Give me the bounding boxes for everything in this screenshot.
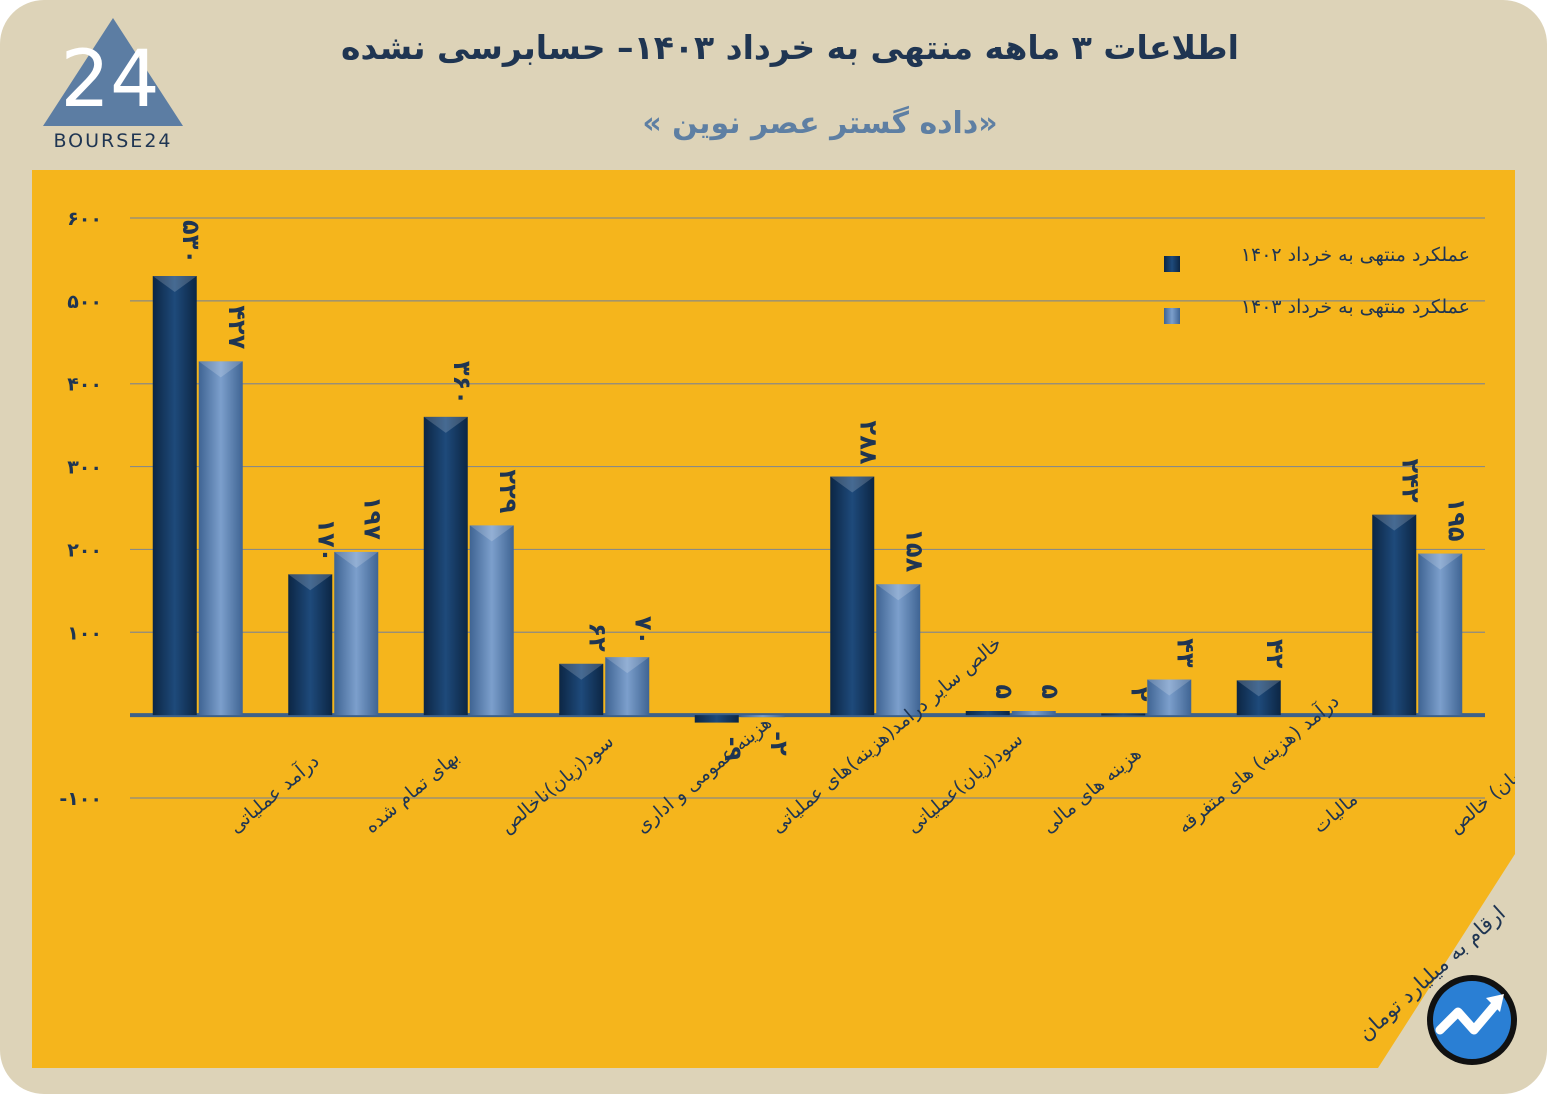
bar-1403: [605, 657, 650, 716]
y-tick-label: ۴۰۰: [67, 374, 102, 396]
bar-1403: [1418, 553, 1463, 716]
y-tick-label: ۳۰۰: [67, 457, 102, 479]
bar-cap: [469, 525, 514, 542]
bar-1403: [1147, 679, 1192, 716]
data-label: ۳۶۰: [448, 361, 476, 405]
legend-label-1403: عملکرد منتهی به خرداد ۱۴۰۳: [1240, 296, 1470, 318]
legend-swatch-1403: [1164, 308, 1180, 324]
data-label: ۷۰: [629, 616, 657, 645]
bar-cap: [423, 416, 468, 433]
data-label: -۹: [719, 737, 747, 762]
legend-item-1403: عملکرد منتهی به خرداد ۱۴۰۳: [1160, 294, 1470, 346]
bar-1403: [1011, 711, 1056, 716]
bar-1402: [694, 715, 739, 723]
bar-1402: [152, 276, 197, 716]
bar-1402: [1101, 713, 1146, 716]
y-tick-label: ۵۰۰: [67, 291, 102, 313]
bar-cap: [334, 551, 379, 568]
bar-1402: [288, 574, 333, 716]
data-label: ۲۴۲: [1396, 459, 1424, 503]
bar-1402: [559, 663, 604, 716]
bourse24-logo: 24: [43, 18, 183, 126]
y-tick-label: ۱۰۰: [67, 622, 102, 644]
bar-1403: [740, 715, 785, 718]
bar-cap: [152, 276, 197, 292]
panel-background: [32, 170, 1515, 1068]
legend-item-1402: عملکرد منتهی به خرداد ۱۴۰۲: [1160, 242, 1470, 294]
bar-1403: [469, 525, 514, 716]
logo-mark: 24: [60, 35, 159, 125]
data-label: ۱۷۰: [312, 518, 340, 562]
data-label: ۱۹۷: [358, 496, 386, 540]
bar-cap: [288, 574, 333, 591]
chart-panel: -۱۰۰ ۱۰۰ ۲۰۰ ۳۰۰ ۴۰۰ ۵۰۰ ۶۰۰ ۵۳۰ ۱۷۰ ۳۶۰ ۶۲ -۹ ۲۸۸ ۵…: [32, 170, 1515, 1068]
data-label: ۵۳۰: [177, 220, 205, 264]
bar-1402: [1372, 514, 1417, 716]
trend-arrow-icon: [1427, 975, 1517, 1065]
logo-text: BOURSE24: [53, 130, 173, 152]
data-label: ۱۵۸: [900, 528, 928, 572]
y-tick-label: -۱۰۰: [59, 788, 102, 810]
data-label: ۱۹۵: [1442, 498, 1470, 542]
data-label: ۴۳: [1171, 638, 1199, 668]
data-label: -۲: [765, 731, 793, 756]
data-label: ۴۲: [1261, 639, 1289, 669]
data-label: ۵: [990, 684, 1018, 699]
bar-cap: [1372, 514, 1417, 531]
bar-cap: [876, 584, 921, 601]
chart-title: اطلاعات ۳ ماهه منتهی به خرداد ۱۴۰۳– حساب…: [341, 28, 1239, 67]
data-label: ۲۲۹: [494, 469, 522, 513]
bar-cap: [1236, 680, 1281, 697]
bar-1402: [423, 416, 468, 716]
bar-1402: [965, 711, 1010, 716]
data-label: ۶۲: [583, 622, 611, 652]
company-name: «داده گستر عصر نوین »: [642, 106, 998, 141]
bar-1402: [1236, 680, 1281, 716]
data-label: ۵: [1036, 684, 1064, 699]
bar-cap: [1418, 553, 1463, 570]
bar-cap: [830, 476, 875, 493]
bar-1403: [198, 361, 243, 716]
y-tick-label: ۶۰۰: [67, 208, 102, 230]
bar-cap: [559, 663, 604, 680]
bar-chart: -۱۰۰ ۱۰۰ ۲۰۰ ۳۰۰ ۴۰۰ ۵۰۰ ۶۰۰ ۵۳۰ ۱۷۰ ۳۶۰ ۶۲ -۹ ۲۸۸ ۵…: [32, 170, 1515, 1068]
bar-1403: [334, 551, 379, 716]
legend-swatch-1402: [1164, 256, 1180, 272]
data-label: ۲۸۸: [854, 421, 882, 465]
bar-cap: [198, 361, 243, 378]
bar-cap: [605, 657, 650, 674]
bar-1402: [830, 476, 875, 716]
y-tick-label: ۲۰۰: [67, 539, 102, 561]
bar-1403: [876, 584, 921, 716]
legend: عملکرد منتهی به خرداد ۱۴۰۲ عملکرد منتهی …: [1160, 242, 1470, 346]
legend-label-1402: عملکرد منتهی به خرداد ۱۴۰۲: [1240, 244, 1470, 266]
data-label: ۴۲۷: [223, 305, 251, 349]
data-label: ۲: [1125, 687, 1153, 702]
bar-cap: [1147, 679, 1192, 696]
